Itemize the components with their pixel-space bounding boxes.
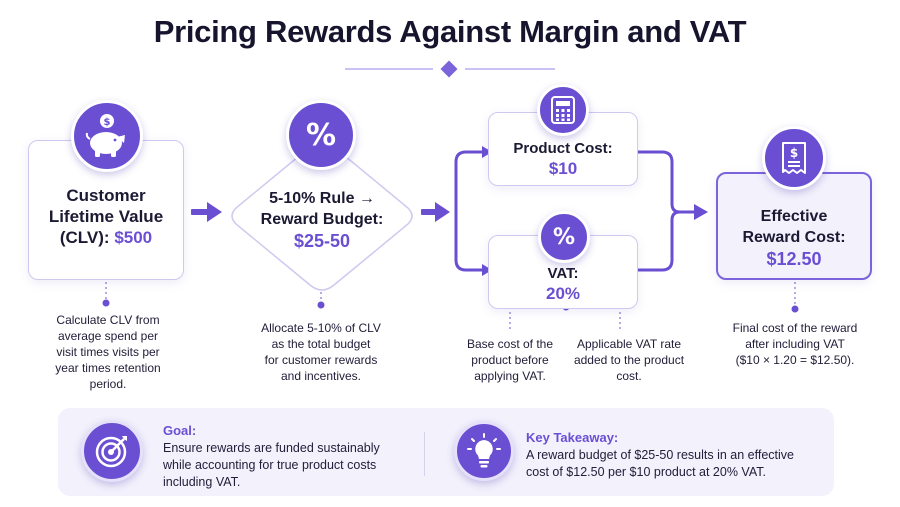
effective-note: Final cost of the reward after including… (732, 321, 858, 367)
effective-value: $12.50 (766, 249, 822, 269)
rule-label-line2: Reward Budget: (260, 211, 384, 228)
clv-value: $500 (114, 228, 153, 247)
rule-label-line1: 5-10% Rule → (269, 190, 375, 207)
svg-text:$: $ (104, 117, 111, 128)
calculator-icon (537, 84, 589, 136)
rule-note: Allocate 5-10% of CLV as the total budge… (261, 321, 381, 383)
lightbulb-icon (454, 421, 514, 481)
goal-title: Goal: (163, 423, 197, 438)
arrow-clv-to-rule (191, 202, 222, 222)
summary-divider (424, 432, 425, 476)
split-line-top (454, 150, 484, 212)
takeaway-title: Key Takeaway: (526, 430, 619, 445)
arrow-rule-to-split (421, 202, 450, 222)
vat-label: VAT: (547, 265, 579, 282)
summary-panel (58, 408, 834, 496)
receipt-dollar-icon: $ (762, 126, 826, 190)
percent-icon: % (286, 100, 356, 170)
effective-label-line1: Effective (760, 208, 828, 225)
product-cost-note: Base cost of the product before applying… (466, 337, 554, 383)
clv-card: Customer Lifetime Value (CLV): $500 (28, 140, 184, 280)
clv-label-line1: Customer (66, 186, 146, 205)
merge-line-bottom (638, 210, 681, 272)
page-title: Pricing Rewards Against Margin and VAT (153, 14, 747, 49)
vat-value: 20% (545, 284, 581, 303)
rule-diamond (231, 141, 413, 291)
percent-icon: % (538, 211, 590, 263)
effective-label-line2: Reward Cost: (742, 229, 846, 246)
clv-label-line2: Lifetime Value (48, 207, 164, 226)
svg-text:$: $ (790, 146, 798, 160)
product-cost-value: $10 (548, 159, 578, 178)
effective-cost-card: Effective Reward Cost: $12.50 (716, 172, 872, 280)
split-line-bottom (454, 212, 484, 272)
vat-note: Applicable VAT rate added to the product… (573, 337, 685, 383)
takeaway-text: A reward budget of $25-50 results in an … (526, 448, 794, 479)
title-ornament (345, 60, 555, 78)
piggy-bank-dollar-icon: $ (71, 100, 143, 172)
target-arrow-icon (81, 420, 143, 482)
merge-line-top (638, 150, 696, 214)
rule-value: $25-50 (293, 231, 351, 251)
product-cost-label: Product Cost: (513, 140, 613, 157)
goal-text: Ensure rewards are funded sustainably wh… (163, 441, 380, 489)
clv-label-line3: (CLV): (59, 228, 115, 247)
clv-note: Calculate CLV from average spend per vis… (55, 313, 161, 391)
